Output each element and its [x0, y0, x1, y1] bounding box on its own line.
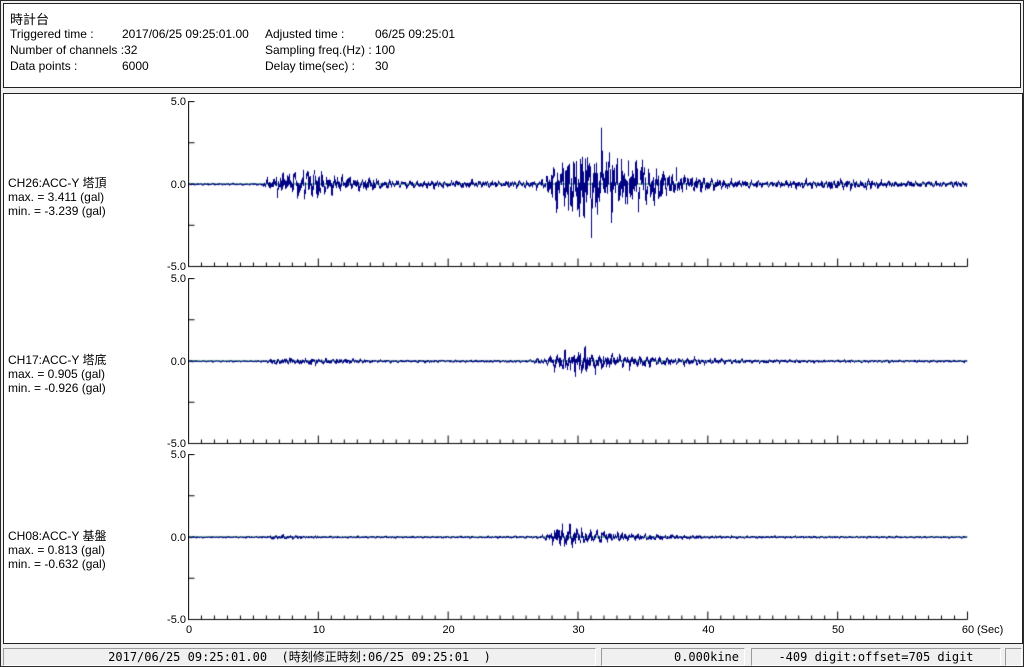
x-axis-tick-label: 50	[832, 624, 845, 636]
status-kine-panel: 0.000kine	[601, 648, 745, 666]
channel-info-ch08: CH08:ACC-Y 基盤 max. = 0.813 (gal) min. = -0…	[8, 529, 178, 571]
field-value: 6000	[122, 59, 149, 73]
field-value: 06/25 09:25:01	[375, 27, 456, 41]
field-triggered-time: Triggered time : 2017/06/25 09:25:01.00	[10, 27, 249, 41]
waveform-canvas-ch26	[188, 101, 969, 268]
x-axis-unit-label: (Sec)	[977, 624, 1004, 636]
waveform-chart-panel: 5.0 0.0 -5.0 CH26:ACC-Y 塔頂 max. = 3.411 (gal…	[3, 93, 1023, 644]
field-value: 30	[375, 59, 389, 73]
y-axis-label: 0.0	[170, 178, 186, 191]
station-title: 時計台	[10, 12, 50, 27]
y-axis-label: 0.0	[170, 355, 186, 368]
status-bar: 2017/06/25 09:25:01.00 (時刻修正時刻:06/25 09:…	[1, 646, 1023, 666]
field-label: Number of channels :	[10, 43, 125, 57]
y-axis-label: -5.0	[167, 438, 186, 450]
field-value: 100	[375, 43, 396, 57]
y-axis-label: -5.0	[167, 261, 186, 273]
channel-max: max. = 0.813 (gal)	[8, 542, 106, 557]
x-axis-tick-label: 40	[702, 624, 715, 636]
y-axis-label: 5.0	[170, 273, 186, 285]
field-number-of-channels: Number of channels :32	[10, 43, 137, 57]
status-empty-panel	[1005, 648, 1022, 666]
y-axis-label: 5.0	[170, 449, 186, 461]
y-axis-label: 0.0	[170, 531, 186, 544]
header-info-panel: 時計台 Triggered time : 2017/06/25 09:25:01.…	[3, 3, 1021, 88]
channel-min: min. = -0.926 (gal)	[8, 380, 106, 395]
channel-info-ch26: CH26:ACC-Y 塔頂 max. = 3.411 (gal) min. = -3…	[8, 176, 178, 218]
field-label: Triggered time :	[10, 27, 94, 41]
channel-min: min. = -0.632 (gal)	[8, 556, 106, 571]
y-axis-label: -5.0	[167, 614, 186, 626]
x-axis-tick-label: 0	[185, 624, 193, 636]
channel-max: max. = 0.905 (gal)	[8, 366, 106, 381]
channel-name: CH26:ACC-Y 塔頂	[8, 175, 107, 190]
field-data-points: Data points : 6000	[10, 59, 149, 73]
field-value: 2017/06/25 09:25:01.00	[122, 27, 249, 41]
field-label: Sampling freq.(Hz) :	[265, 43, 372, 57]
x-axis-tick-label: 30	[572, 624, 585, 636]
field-sampling-freq: Sampling freq.(Hz) :100	[265, 43, 395, 57]
channel-info-ch17: CH17:ACC-Y 塔底 max. = 0.905 (gal) min. = -0…	[8, 353, 178, 395]
x-axis-tick-label: 10	[312, 624, 325, 636]
status-digit-panel: -409 digit:offset=705 digit	[751, 648, 1001, 666]
field-label: Data points :	[10, 59, 78, 73]
status-time-panel: 2017/06/25 09:25:01.00 (時刻修正時刻:06/25 09:…	[3, 648, 596, 666]
field-adjusted-time: Adjusted time : 06/25 09:25:01	[265, 27, 455, 41]
channel-min: min. = -3.239 (gal)	[8, 203, 106, 218]
waveform-canvas-ch08	[188, 454, 969, 621]
channel-name: CH08:ACC-Y 基盤	[8, 528, 107, 543]
field-label: Delay time(sec) :	[265, 59, 356, 73]
x-axis-tick-label: 20	[442, 624, 455, 636]
x-axis-tick-label: 60	[961, 624, 975, 636]
field-label: Adjusted time :	[265, 27, 345, 41]
waveform-canvas-ch17	[188, 278, 969, 445]
field-delay-time: Delay time(sec) : 30	[265, 59, 388, 73]
field-value: 32	[124, 43, 138, 57]
channel-name: CH17:ACC-Y 塔底	[8, 352, 107, 367]
channel-max: max. = 3.411 (gal)	[8, 189, 105, 204]
y-axis-label: 5.0	[170, 96, 186, 108]
